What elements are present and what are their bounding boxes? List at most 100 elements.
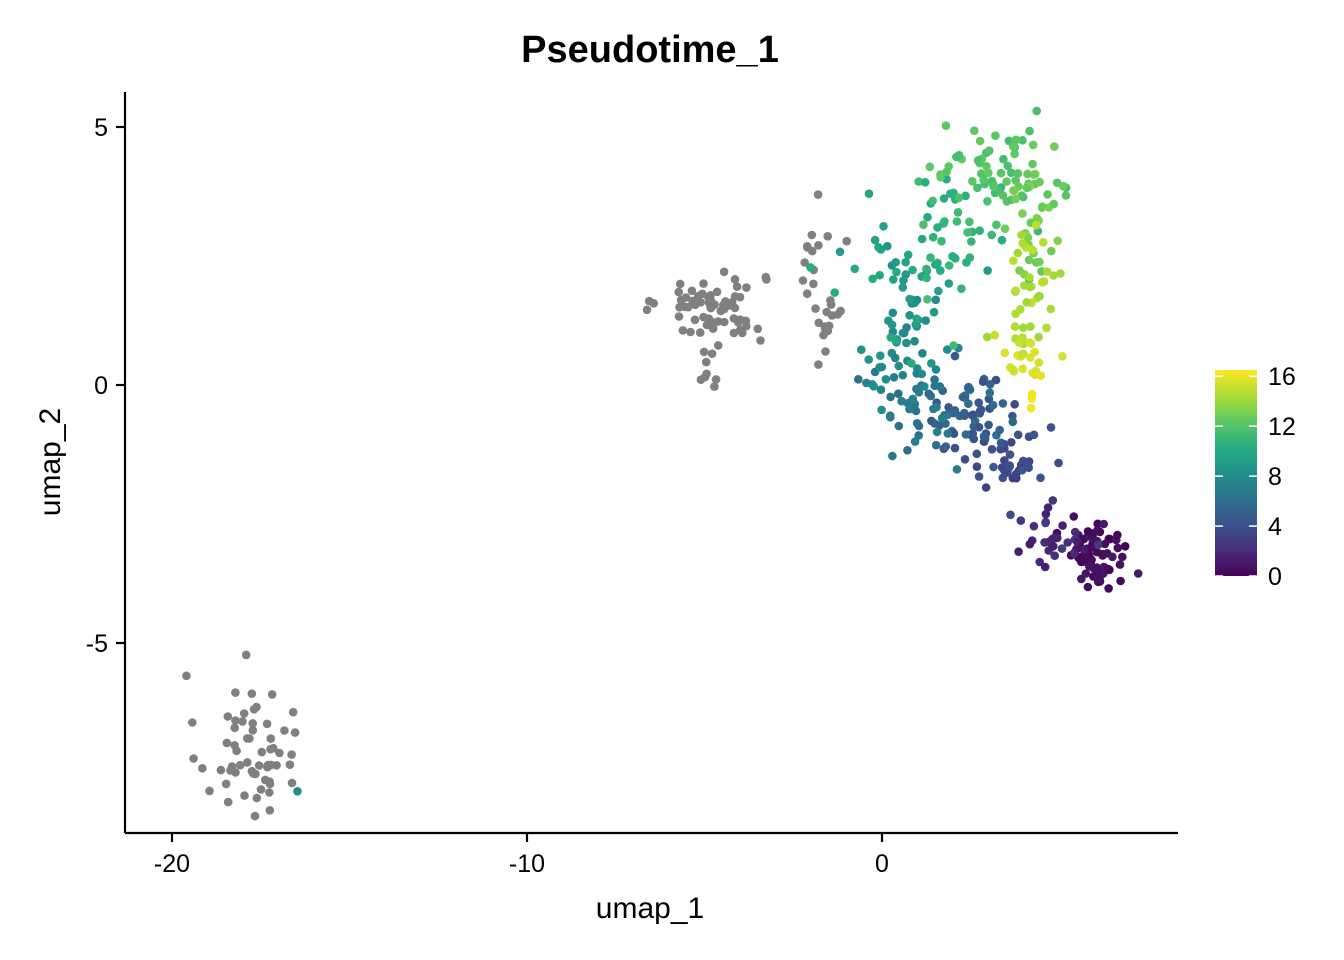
pseudotime-point xyxy=(1018,456,1028,466)
pseudotime-point xyxy=(920,382,929,391)
na-point xyxy=(708,324,718,333)
na-point xyxy=(730,275,740,284)
pseudotime-point xyxy=(923,295,932,304)
na-point xyxy=(674,287,683,297)
pseudotime-point xyxy=(890,353,900,363)
pseudotime-point xyxy=(1025,282,1035,292)
pseudotime-point xyxy=(875,363,884,372)
na-point xyxy=(221,779,231,789)
pseudotime-point xyxy=(1042,323,1051,333)
na-point xyxy=(734,318,743,327)
pseudotime-point xyxy=(1019,323,1028,333)
x-tick-label: 0 xyxy=(875,850,889,878)
na-point xyxy=(249,705,259,714)
pseudotime-point xyxy=(877,405,886,415)
pseudotime-point xyxy=(917,234,927,244)
pseudotime-point xyxy=(905,311,914,320)
pseudotime-point xyxy=(970,126,979,135)
pseudotime-point xyxy=(914,177,923,186)
na-point xyxy=(266,760,276,770)
na-point xyxy=(741,316,751,326)
na-point xyxy=(226,766,235,775)
pseudotime-point xyxy=(912,314,921,324)
pseudotime-point xyxy=(1048,496,1058,505)
pseudotime-point xyxy=(944,162,953,171)
pseudotime-point xyxy=(961,430,971,439)
pseudotime-point xyxy=(979,432,989,441)
pseudotime-point xyxy=(950,443,960,453)
na-point xyxy=(686,327,695,337)
y-axis-title: umap_2 xyxy=(34,408,67,516)
legend-tick-label: 16 xyxy=(1268,363,1296,391)
pseudotime-point xyxy=(901,270,911,279)
pseudotime-point xyxy=(1025,539,1035,549)
na-point xyxy=(265,788,274,797)
pseudotime-point xyxy=(1008,365,1018,375)
pseudotime-point xyxy=(1084,561,1094,571)
na-point xyxy=(721,302,730,312)
na-point xyxy=(232,746,241,756)
pseudotime-point xyxy=(982,332,992,342)
pseudotime-point xyxy=(1010,322,1020,331)
pseudotime-point xyxy=(911,406,921,416)
pseudotime-point xyxy=(925,162,935,172)
na-point xyxy=(216,765,226,775)
pseudotime-point xyxy=(931,440,941,450)
pseudotime-point xyxy=(910,437,920,446)
legend-tick-label: 8 xyxy=(1268,463,1282,491)
pseudotime-point xyxy=(1057,544,1067,553)
pseudotime-point xyxy=(850,264,860,274)
pseudotime-point xyxy=(953,208,963,217)
pseudotime-point xyxy=(898,283,908,292)
pseudotime-point xyxy=(898,370,908,380)
na-point xyxy=(288,707,298,717)
pseudotime-point xyxy=(1011,309,1020,319)
pseudotime-point xyxy=(975,136,985,146)
pseudotime-point xyxy=(1011,135,1021,145)
pseudotime-point xyxy=(1100,539,1110,549)
pseudotime-point xyxy=(1041,518,1050,528)
legend-ticks: 16 12 8 4 0 xyxy=(1215,363,1296,591)
na-point xyxy=(266,734,276,743)
pseudotime-point xyxy=(975,406,985,416)
y-tick-label: 0 xyxy=(94,372,108,400)
na-point xyxy=(248,726,258,735)
na-point xyxy=(706,291,715,300)
pseudotime-point xyxy=(1016,516,1026,525)
na-point xyxy=(188,718,197,727)
pseudotime-point xyxy=(1041,509,1051,519)
pseudotime-point xyxy=(1036,473,1045,483)
pseudotime-point xyxy=(920,178,930,187)
na-point xyxy=(814,241,823,250)
pseudotime-point xyxy=(1050,551,1059,560)
pseudotime-point xyxy=(950,351,960,361)
pseudotime-point xyxy=(989,462,998,472)
pseudotime-point xyxy=(1026,353,1035,362)
pseudotime-point xyxy=(888,451,897,461)
pseudotime-point xyxy=(891,336,900,345)
color-bar xyxy=(1215,370,1257,576)
na-point xyxy=(802,289,812,299)
na-point xyxy=(719,267,729,277)
pseudotime-point xyxy=(919,220,928,229)
pseudotime-point xyxy=(1073,537,1082,547)
pseudotime-point xyxy=(1113,543,1123,553)
pseudotime-point xyxy=(965,217,974,227)
pseudotime-point xyxy=(830,288,839,297)
pseudotime-point xyxy=(881,375,891,384)
na-point xyxy=(811,304,820,313)
pseudotime-point xyxy=(1002,177,1011,186)
pseudotime-point xyxy=(928,232,938,242)
pseudotime-point xyxy=(936,266,945,275)
pseudotime-point xyxy=(965,253,975,262)
na-point xyxy=(702,369,711,379)
pseudotime-point xyxy=(1029,430,1039,440)
na-point xyxy=(823,232,832,241)
pseudotime-point xyxy=(912,384,921,394)
pseudotime-point xyxy=(933,258,942,268)
pseudotime-point xyxy=(1018,136,1027,145)
chart-title: Pseudotime_1 xyxy=(521,29,779,71)
na-point xyxy=(699,279,708,288)
pseudotime-point xyxy=(1093,519,1102,529)
pseudotime-point xyxy=(894,361,904,371)
